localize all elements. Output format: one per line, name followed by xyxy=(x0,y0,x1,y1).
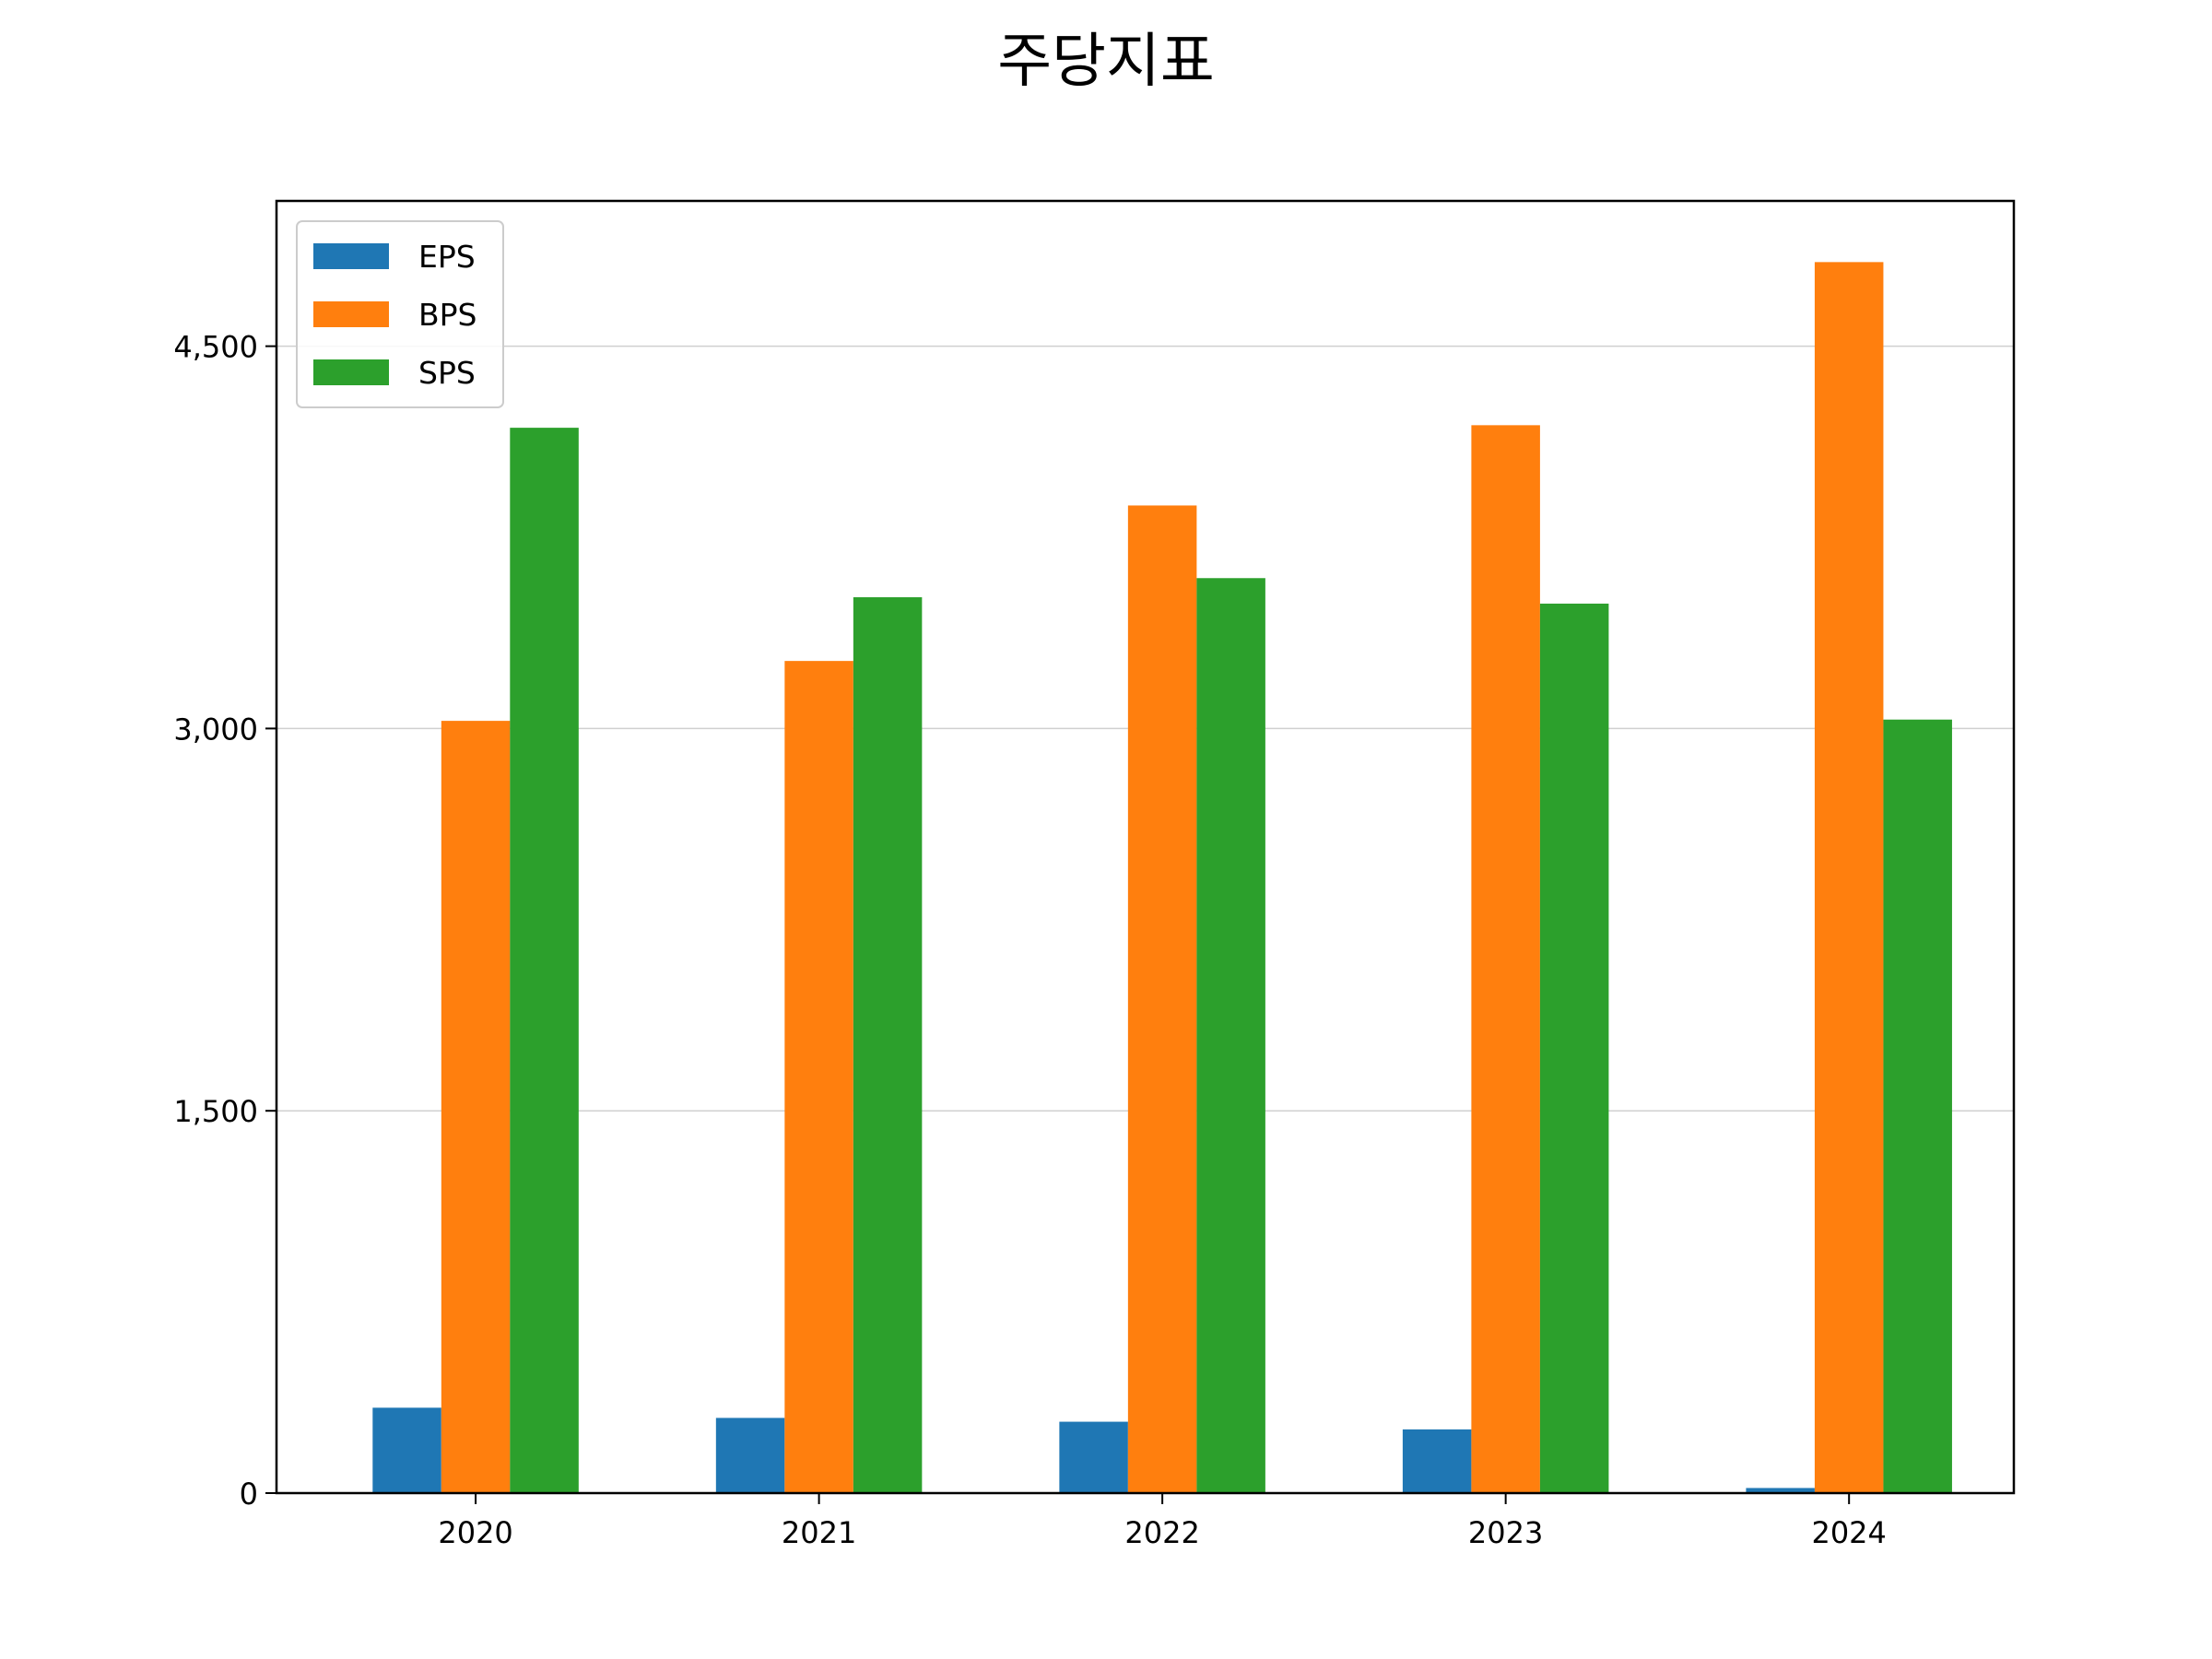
bar-bps-2022 xyxy=(1127,505,1197,1493)
legend-swatch-sps xyxy=(313,359,389,385)
bar-eps-2024 xyxy=(1746,1488,1815,1493)
bar-sps-2022 xyxy=(1196,578,1265,1493)
chart-title: 주당지표 xyxy=(997,28,1215,96)
x-tick-label: 2022 xyxy=(1124,1515,1199,1550)
bar-eps-2021 xyxy=(715,1418,785,1493)
bar-bps-2023 xyxy=(1471,425,1540,1493)
bar-bps-2020 xyxy=(441,721,511,1493)
plot-frame xyxy=(275,199,2016,1495)
x-tick-label: 2021 xyxy=(782,1515,856,1550)
legend-label-sps: SPS xyxy=(418,355,476,391)
y-tick-label: 4,500 xyxy=(173,330,258,365)
bar-sps-2023 xyxy=(1539,603,1609,1493)
x-tick-label: 2023 xyxy=(1468,1515,1543,1550)
x-tick-label: 2020 xyxy=(438,1515,512,1550)
legend-swatch-bps xyxy=(313,301,389,327)
bar-eps-2022 xyxy=(1059,1421,1128,1493)
bar-sps-2024 xyxy=(1883,719,1952,1493)
bar-sps-2020 xyxy=(510,428,579,1493)
bar-eps-2020 xyxy=(372,1407,441,1493)
y-tick-label: 1,500 xyxy=(173,1094,258,1129)
bar-bps-2021 xyxy=(784,661,853,1493)
x-tick-label: 2024 xyxy=(1811,1515,1886,1550)
y-tick-label: 3,000 xyxy=(173,712,258,747)
legend-swatch-eps xyxy=(313,243,389,269)
legend-label-bps: BPS xyxy=(418,297,477,333)
bars xyxy=(372,262,1952,1494)
bar-eps-2023 xyxy=(1402,1429,1472,1493)
bar-bps-2024 xyxy=(1814,262,1884,1494)
axes-ticks: 2020 2021 2022 2023 2024 0 1,500 3,000 4,500 xyxy=(173,330,1887,1550)
legend-label-eps: EPS xyxy=(418,239,476,275)
bar-sps-2021 xyxy=(853,597,923,1493)
legend: EPS BPS SPS xyxy=(296,220,504,408)
y-tick-label: 0 xyxy=(240,1477,258,1512)
